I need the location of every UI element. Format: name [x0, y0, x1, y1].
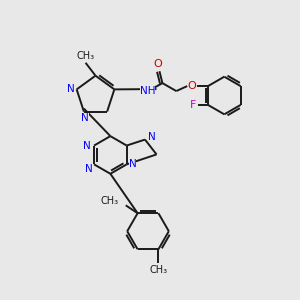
Text: CH₃: CH₃: [76, 51, 95, 61]
Text: N: N: [67, 84, 75, 94]
Text: N: N: [85, 164, 93, 174]
Text: N: N: [148, 132, 156, 142]
Text: N: N: [129, 159, 136, 170]
Text: CH₃: CH₃: [101, 196, 119, 206]
Text: O: O: [188, 81, 197, 91]
Text: N: N: [83, 140, 91, 151]
Text: F: F: [190, 100, 196, 110]
Text: O: O: [153, 59, 162, 69]
Text: CH₃: CH₃: [149, 265, 167, 275]
Text: NH: NH: [140, 86, 155, 96]
Text: N: N: [81, 113, 89, 124]
